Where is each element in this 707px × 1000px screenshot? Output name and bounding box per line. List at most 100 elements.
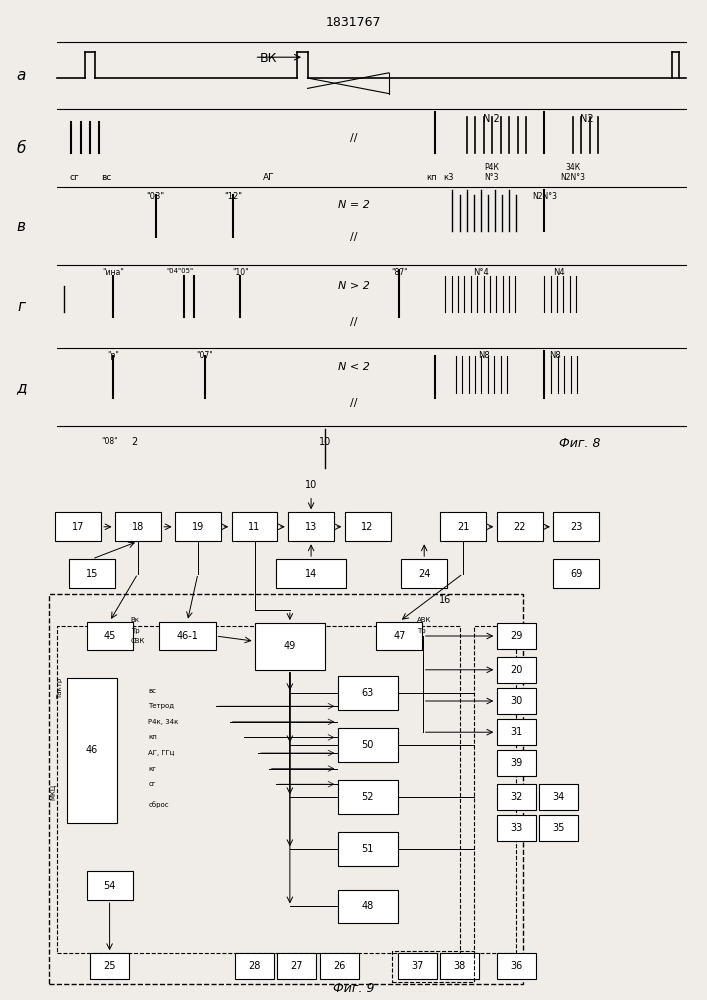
Bar — [440, 512, 486, 541]
Bar — [496, 784, 536, 810]
Text: 35: 35 — [552, 823, 565, 833]
Text: 17: 17 — [71, 522, 84, 532]
Bar — [115, 512, 161, 541]
Text: 29: 29 — [510, 631, 522, 641]
Text: АГ, ГГц: АГ, ГГц — [148, 750, 175, 756]
Text: N > 2: N > 2 — [337, 281, 370, 291]
Text: N°4: N°4 — [473, 268, 489, 277]
Text: вс: вс — [101, 173, 111, 182]
Text: 16: 16 — [439, 595, 452, 605]
Bar — [553, 512, 599, 541]
Bar — [474, 626, 516, 953]
Bar — [392, 951, 474, 982]
Text: 37: 37 — [411, 961, 423, 971]
Text: "р": "р" — [107, 351, 119, 360]
Text: ВК: ВК — [260, 52, 277, 65]
Text: г: г — [17, 299, 25, 314]
Text: МКЦ: МКЦ — [50, 784, 56, 800]
Text: а: а — [16, 68, 26, 83]
Text: 54: 54 — [103, 881, 116, 891]
Text: кг: кг — [148, 766, 156, 772]
Bar — [235, 953, 274, 979]
Text: 10: 10 — [319, 437, 332, 447]
Text: Тактр: Тактр — [57, 677, 63, 699]
Text: Фиг. 8: Фиг. 8 — [559, 437, 600, 450]
Text: //: // — [350, 317, 357, 327]
Bar — [320, 953, 358, 979]
Text: 39: 39 — [510, 758, 522, 768]
Text: 51: 51 — [361, 844, 374, 854]
Text: "07": "07" — [197, 351, 214, 360]
Text: 21: 21 — [457, 522, 469, 532]
Bar — [87, 871, 133, 900]
Text: Р4к, 34к: Р4к, 34к — [148, 719, 179, 725]
Bar — [338, 728, 397, 762]
Text: 69: 69 — [570, 569, 583, 579]
Text: 25: 25 — [103, 961, 116, 971]
Text: //: // — [350, 398, 357, 408]
Text: 49: 49 — [284, 641, 296, 651]
Bar — [67, 678, 117, 823]
Bar — [288, 512, 334, 541]
Bar — [49, 594, 523, 984]
Text: 45: 45 — [103, 631, 116, 641]
Text: к3: к3 — [444, 173, 454, 182]
Text: N2: N2 — [580, 114, 594, 124]
Bar — [496, 750, 536, 776]
Text: 2: 2 — [132, 437, 137, 447]
Text: АВК: АВК — [417, 617, 431, 623]
Text: 46: 46 — [86, 745, 98, 755]
Text: 22: 22 — [513, 522, 526, 532]
Text: 31: 31 — [510, 727, 522, 737]
Text: "12": "12" — [224, 192, 243, 201]
Text: сг: сг — [69, 173, 79, 182]
Text: 50: 50 — [361, 740, 374, 750]
Text: АГ: АГ — [263, 173, 274, 182]
Text: 15: 15 — [86, 569, 98, 579]
Text: 20: 20 — [510, 665, 522, 675]
Bar — [276, 559, 346, 588]
Bar — [87, 622, 133, 650]
Bar — [255, 623, 325, 670]
Text: 32: 32 — [510, 792, 522, 802]
Text: сброс: сброс — [148, 802, 169, 808]
Text: 28: 28 — [248, 961, 261, 971]
Text: 13: 13 — [305, 522, 317, 532]
Text: 48: 48 — [361, 901, 374, 911]
Bar — [402, 559, 448, 588]
Bar — [496, 512, 543, 541]
Text: в: в — [17, 219, 25, 234]
Text: N2N°3: N2N°3 — [532, 192, 557, 201]
Text: 19: 19 — [192, 522, 204, 532]
Text: 38: 38 — [453, 961, 466, 971]
Text: N = 2: N = 2 — [337, 200, 370, 210]
Bar — [345, 512, 390, 541]
Bar — [397, 953, 437, 979]
Bar — [539, 815, 578, 841]
Text: "87": "87" — [391, 268, 408, 277]
Bar — [338, 832, 397, 866]
Bar — [69, 559, 115, 588]
Bar — [57, 626, 460, 953]
Text: 63: 63 — [361, 688, 374, 698]
Text: 11: 11 — [248, 522, 261, 532]
Text: 34К
N2N°3: 34К N2N°3 — [560, 163, 585, 182]
Text: 10: 10 — [305, 480, 317, 490]
Text: 34: 34 — [552, 792, 565, 802]
Bar — [376, 622, 422, 650]
Text: кп: кп — [426, 173, 437, 182]
Text: Вк: Вк — [131, 617, 140, 623]
Text: //: // — [350, 232, 357, 242]
Text: СВК: СВК — [131, 638, 145, 644]
Text: "03": "03" — [146, 192, 165, 201]
Bar — [496, 623, 536, 649]
Text: "ина": "ина" — [103, 268, 124, 277]
Text: 46-1: 46-1 — [177, 631, 198, 641]
Text: 52: 52 — [361, 792, 374, 802]
Text: N4: N4 — [553, 268, 564, 277]
Text: "04"05": "04"05" — [167, 268, 194, 274]
Text: "10": "10" — [232, 268, 249, 277]
Bar — [55, 512, 101, 541]
Text: 27: 27 — [291, 961, 303, 971]
Text: 14: 14 — [305, 569, 317, 579]
